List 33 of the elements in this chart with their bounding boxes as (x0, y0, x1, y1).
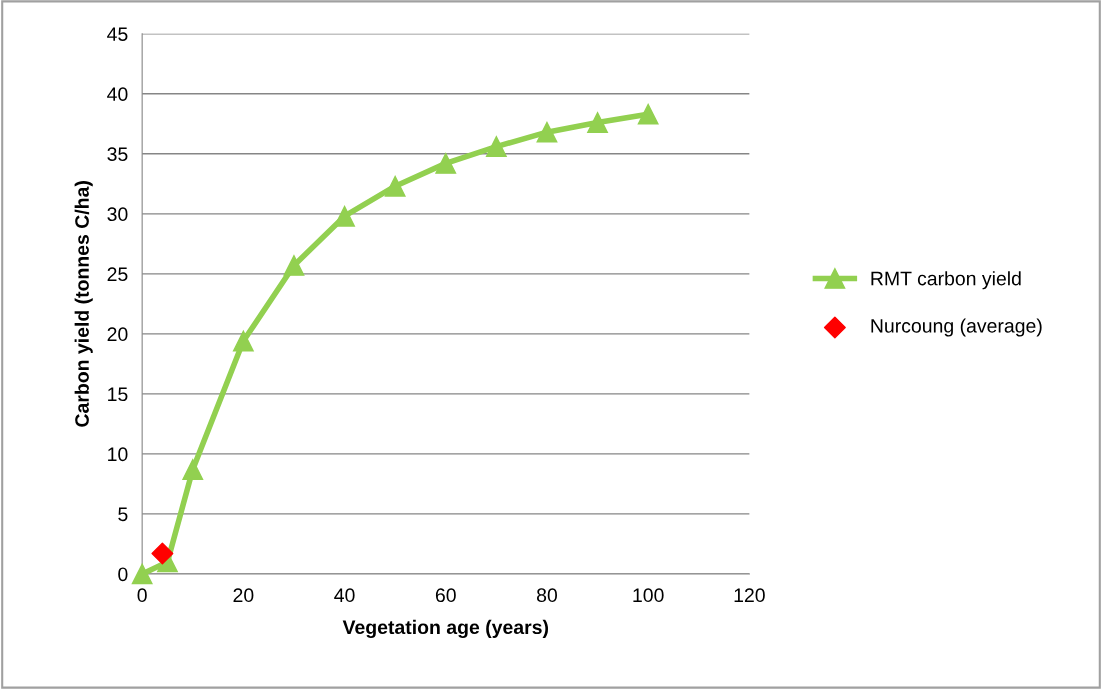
point (182, 459, 204, 480)
x-axis-title: Vegetation age (years) (342, 619, 549, 639)
point (151, 542, 174, 565)
point (283, 255, 305, 276)
point (435, 152, 457, 174)
point (536, 121, 558, 143)
x-tick-label: 60 (435, 588, 456, 603)
y-tick-label: 45 (107, 27, 128, 41)
y-tick-label: 5 (118, 507, 128, 522)
y-tick-label: 30 (107, 207, 128, 222)
point (587, 112, 608, 134)
legend-label: Nurcoung (average) (871, 318, 1042, 337)
x-tick-label: 20 (233, 588, 254, 603)
point (384, 175, 406, 197)
x-tick-label: 40 (334, 588, 355, 603)
y-tick-label: 40 (107, 87, 128, 102)
point (131, 563, 153, 585)
point (232, 330, 254, 352)
y-tick-label: 10 (108, 447, 128, 462)
point (334, 205, 355, 227)
x-tick-label: 80 (536, 588, 558, 603)
x-tick-label: 0 (137, 588, 147, 603)
point (485, 136, 507, 158)
y-tick-label: 15 (108, 387, 128, 402)
y-axis-title: Carbon yield (tonnes C/ha) (74, 181, 93, 427)
y-tick-label: 20 (107, 327, 128, 342)
x-tick-label: 120 (734, 588, 765, 603)
point (637, 103, 659, 125)
y-tick-label: 25 (107, 267, 128, 282)
y-tick-label: 0 (118, 567, 128, 582)
legend-label: RMT carbon yield (871, 271, 1021, 290)
y-tick-label: 35 (107, 147, 128, 162)
x-tick-label: 100 (633, 588, 664, 603)
